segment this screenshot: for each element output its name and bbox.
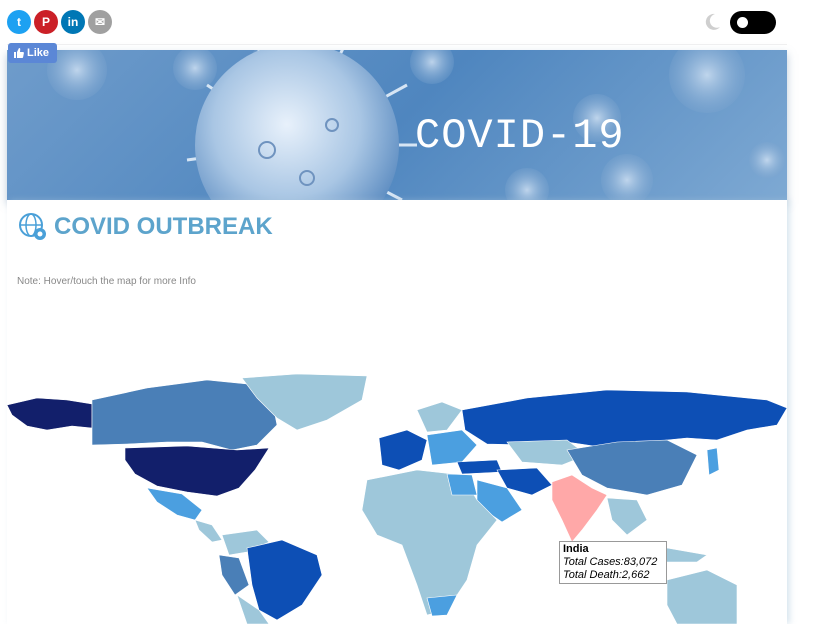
tooltip-country: India <box>563 543 589 555</box>
country-alaska[interactable] <box>7 397 93 431</box>
linkedin-icon: in <box>67 15 79 29</box>
globe-gear-icon <box>19 213 46 240</box>
banner-title: COVID-19 <box>415 112 625 160</box>
country-brazil[interactable] <box>246 539 323 621</box>
email-icon: ✉ <box>94 15 106 29</box>
world-map[interactable] <box>7 370 787 624</box>
toggle-knob <box>737 17 748 28</box>
facebook-like-button[interactable]: Like <box>8 43 58 63</box>
tooltip-total-cases: Total Cases:83,072 <box>563 556 658 568</box>
virus-illustration <box>47 50 785 200</box>
map-tooltip: India Total Cases:83,072 Total Death:2,6… <box>559 541 667 584</box>
country-india[interactable] <box>551 474 608 543</box>
country-peru[interactable] <box>218 554 250 596</box>
country-usa[interactable] <box>124 445 270 497</box>
country-central-america[interactable] <box>194 519 223 543</box>
map-note: Note: Hover/touch the map for more Info <box>17 276 196 287</box>
country-turkey[interactable] <box>456 459 503 475</box>
dark-mode-toggle[interactable] <box>730 11 776 34</box>
page-heading: COVID OUTBREAK <box>18 212 273 242</box>
email-share-button[interactable]: ✉ <box>88 10 112 34</box>
country-south-africa[interactable] <box>426 594 458 617</box>
thumbs-up-icon <box>14 48 24 58</box>
like-label: Like <box>27 47 50 59</box>
page-title: COVID OUTBREAK <box>54 213 273 240</box>
country-china[interactable] <box>566 439 698 496</box>
linkedin-share-button[interactable]: in <box>61 10 85 34</box>
pinterest-icon: P <box>41 15 50 29</box>
share-buttons: t P in ✉ <box>7 10 112 34</box>
outbreak-card: COVID OUTBREAK Note: Hover/touch the map… <box>7 200 787 624</box>
country-iran[interactable] <box>496 467 553 496</box>
top-bar: t P in ✉ <box>7 0 787 45</box>
country-eastern-europe[interactable] <box>426 429 478 466</box>
covid-banner: COVID-19 <box>7 50 787 200</box>
country-japan[interactable] <box>706 447 720 476</box>
tooltip-total-deaths: Total Death:2,662 <box>563 569 650 581</box>
country-scandinavia[interactable] <box>416 401 463 433</box>
country-greenland[interactable] <box>241 373 368 431</box>
country-western-europe[interactable] <box>378 429 428 471</box>
country-chile-argentina[interactable] <box>236 594 270 624</box>
twitter-icon: t <box>17 15 21 29</box>
country-egypt[interactable] <box>446 473 478 496</box>
pinterest-share-button[interactable]: P <box>34 10 58 34</box>
country-southeast-asia[interactable] <box>606 497 648 536</box>
country-russia[interactable] <box>461 389 787 449</box>
twitter-share-button[interactable]: t <box>7 10 31 34</box>
country-australia[interactable] <box>666 569 738 624</box>
moon-icon <box>705 13 720 30</box>
country-canada[interactable] <box>91 379 278 451</box>
